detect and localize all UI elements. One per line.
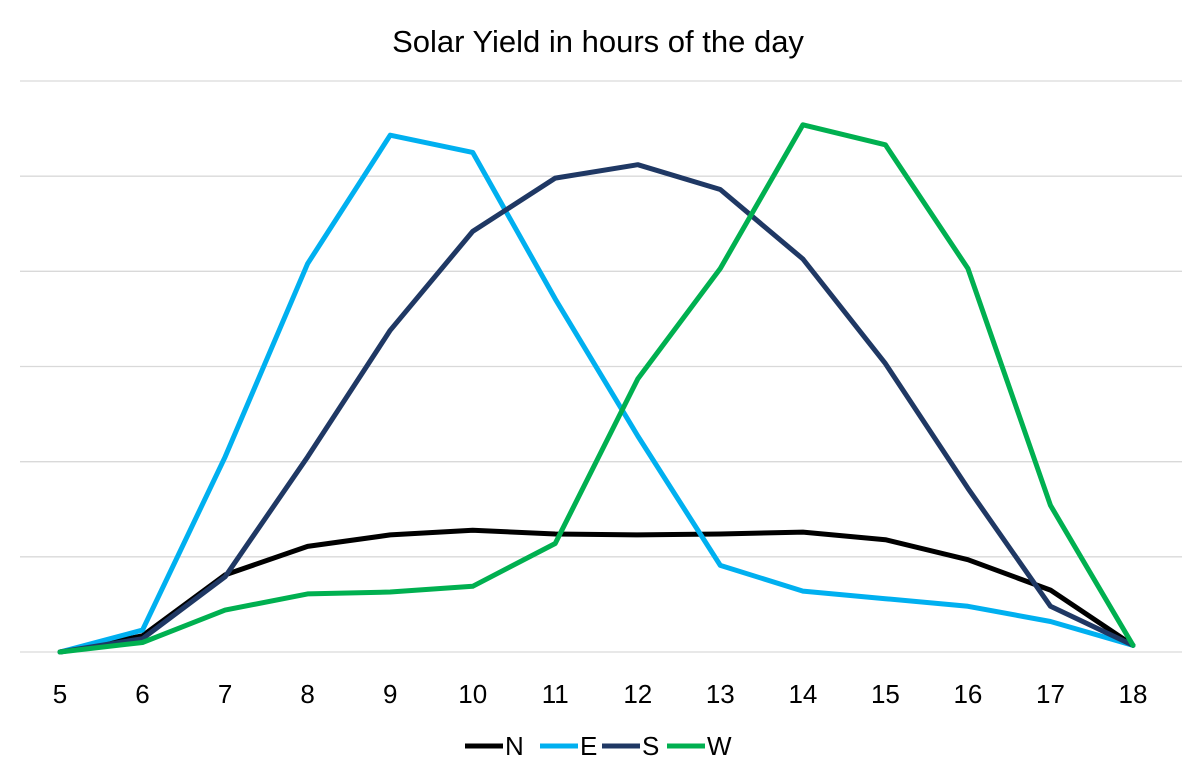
series-line-n: [57, 527, 1136, 655]
x-tick-label: 13: [706, 679, 735, 709]
series-line-s: [57, 162, 1136, 655]
x-tick-label: 17: [1036, 679, 1065, 709]
legend-label-n: N: [505, 731, 524, 761]
chart-title: Solar Yield in hours of the day: [392, 24, 804, 59]
x-tick-label: 6: [135, 679, 149, 709]
series-line-w: [57, 122, 1136, 655]
series-lines: [57, 122, 1136, 655]
x-tick-label: 7: [218, 679, 232, 709]
x-tick-label: 15: [871, 679, 900, 709]
series-line-e: [57, 132, 1136, 655]
x-tick-label: 18: [1119, 679, 1148, 709]
x-tick-label: 10: [458, 679, 487, 709]
x-tick-label: 8: [300, 679, 314, 709]
legend-label-s: S: [642, 731, 659, 761]
x-tick-label: 12: [623, 679, 652, 709]
legend-item-s: S: [602, 731, 659, 761]
x-tick-label: 11: [542, 679, 569, 709]
legend-item-e: E: [540, 731, 597, 761]
legend-label-w: W: [707, 731, 732, 761]
x-axis-tick-labels: 5 6 7 8 9 10 11 12 13 14 15 16 17 18: [53, 679, 1148, 709]
gridlines: [20, 80, 1182, 653]
legend-item-w: W: [667, 731, 732, 761]
legend-label-e: E: [580, 731, 597, 761]
x-tick-label: 5: [53, 679, 67, 709]
x-tick-label: 16: [953, 679, 982, 709]
x-tick-label: 14: [788, 679, 817, 709]
legend-item-n: N: [465, 731, 524, 761]
x-tick-label: 9: [383, 679, 397, 709]
